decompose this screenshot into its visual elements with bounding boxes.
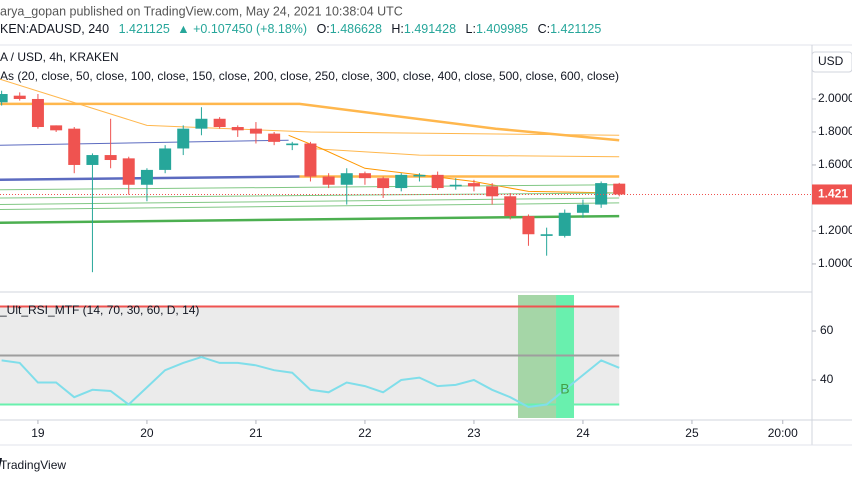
indicator-label: As (20, close, 50, close, 100, close, 15… [0, 69, 619, 83]
candle-body [104, 155, 117, 161]
candle-body [195, 118, 208, 129]
candle-body [431, 174, 444, 189]
candle-body [377, 178, 390, 189]
moving-average [310, 148, 620, 158]
symbol-line: KEN:ADAUSD, 240 1.421125 ▲ +0.107450 (+8… [0, 22, 601, 36]
change: ▲ +0.107450 (+8.18%) [177, 22, 307, 36]
candle-body [13, 95, 26, 99]
candle-body [268, 133, 281, 142]
y-tick-label: 1.80000 [818, 124, 852, 138]
candle-body [0, 94, 8, 103]
candle-body [50, 125, 63, 131]
ohlc-label: O: [317, 22, 330, 36]
price-tag [812, 184, 852, 205]
candle-body [486, 186, 499, 197]
y-tick-label: 1.20000 [818, 223, 852, 237]
candle-body [177, 128, 190, 149]
x-tick-label: 24 [576, 426, 590, 440]
ohlc-label: L: [466, 22, 476, 36]
pane-title: A / USD, 4h, KRAKEN [0, 50, 119, 64]
candle-body [522, 216, 535, 235]
ohlc-value: 1.491428 [404, 22, 456, 36]
published-line: arya_gopan published on TradingView.com,… [0, 4, 403, 18]
y-tick-label: 2.00000 [818, 91, 852, 105]
candle-body [159, 148, 172, 170]
candle-body [576, 204, 589, 213]
candle-body [322, 176, 335, 185]
candle-body [304, 143, 317, 177]
ohlc-value: 1.421125 [550, 22, 601, 36]
currency: USD [818, 54, 844, 68]
candle-body [395, 174, 408, 189]
x-tick-label: 25 [685, 426, 699, 440]
last-price: 1.421125 [119, 22, 170, 36]
candle-body [68, 128, 81, 165]
rsi-line [1, 355, 620, 409]
ohlc-value: 1.409985 [476, 22, 528, 36]
y-tick-label: 40 [820, 372, 834, 386]
candle-body [595, 183, 608, 205]
candle-body [467, 183, 480, 187]
candle-body [31, 98, 44, 128]
y-tick-label: 1.00000 [818, 256, 852, 270]
x-tick-label: 21 [249, 426, 263, 440]
candle-body [86, 155, 99, 165]
currency-box[interactable] [811, 51, 852, 73]
moving-average [0, 214, 620, 224]
candle-body [213, 118, 226, 128]
candle-body [504, 196, 517, 217]
pane-title: _Ult_RSI_MTF (14, 70, 30, 60, D, 14) [0, 303, 199, 317]
y-tick-label: 60 [820, 323, 834, 337]
x-tick-label: 19 [31, 426, 45, 440]
logo [0, 458, 2, 468]
plot-area: A / USD, 4h, KRAKEN As (20, close, 50, cl… [0, 50, 852, 440]
candle-body [286, 143, 299, 146]
ohlc-label: H: [391, 22, 404, 36]
moving-average [0, 192, 620, 199]
candle-body [540, 234, 553, 236]
price-tag-label: 1.421 [818, 187, 848, 201]
symbol: KEN:ADAUSD, 240 [0, 22, 109, 36]
candle-body [122, 158, 135, 185]
candle-body [449, 184, 462, 187]
candle-body [340, 173, 353, 185]
ohlc-label: C: [538, 22, 551, 36]
moving-average [0, 78, 620, 136]
signal-marker: B [560, 381, 569, 397]
ohlc-value: 1.486628 [330, 22, 382, 36]
candle-body [231, 127, 244, 131]
x-tick-label: 22 [358, 426, 372, 440]
moving-average [0, 102, 620, 142]
candle-body [358, 173, 371, 179]
x-tick-label: 20:00 [768, 426, 798, 440]
candle-body [613, 183, 626, 195]
candle-body [249, 128, 262, 134]
candle-body [413, 174, 426, 177]
candle-body [140, 169, 153, 185]
moving-average [0, 139, 289, 146]
x-tick-label: 20 [140, 426, 154, 440]
x-tick-label: 23 [467, 426, 481, 440]
footer-brand: TradingView [0, 458, 66, 472]
y-tick-label: 1.60000 [818, 157, 852, 171]
candle-body [558, 212, 571, 236]
moving-average [0, 184, 620, 191]
